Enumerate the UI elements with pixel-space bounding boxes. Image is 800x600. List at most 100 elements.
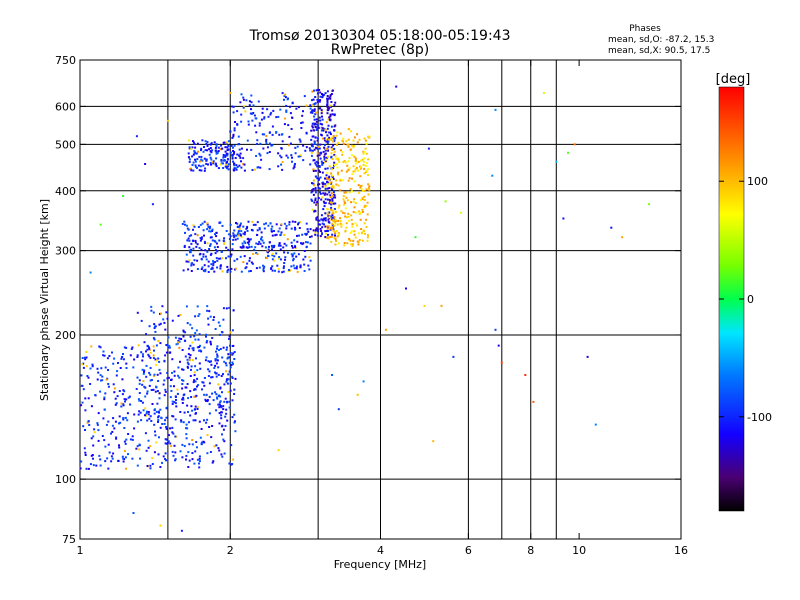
data-point bbox=[193, 150, 196, 153]
data-point bbox=[195, 441, 198, 443]
data-point bbox=[133, 413, 136, 416]
data-point bbox=[236, 233, 239, 236]
data-point bbox=[267, 254, 269, 257]
data-point bbox=[202, 164, 205, 167]
data-point bbox=[212, 264, 215, 267]
data-point bbox=[348, 219, 350, 222]
data-point bbox=[201, 381, 204, 384]
data-point bbox=[165, 416, 168, 419]
data-point bbox=[280, 147, 283, 150]
data-points bbox=[79, 85, 650, 532]
data-point bbox=[345, 226, 348, 229]
data-point bbox=[206, 340, 209, 342]
data-point bbox=[84, 397, 87, 400]
data-point bbox=[231, 136, 234, 139]
data-point bbox=[124, 442, 127, 445]
data-point bbox=[149, 379, 152, 382]
data-point bbox=[130, 348, 133, 350]
data-point bbox=[193, 374, 196, 377]
data-point bbox=[240, 236, 243, 238]
data-point bbox=[321, 162, 324, 165]
data-point bbox=[363, 150, 366, 153]
data-point bbox=[175, 399, 177, 401]
data-point bbox=[231, 399, 234, 402]
data-point bbox=[351, 244, 354, 247]
data-point bbox=[278, 257, 281, 260]
data-point bbox=[219, 348, 222, 350]
data-point bbox=[208, 148, 211, 151]
data-point bbox=[195, 412, 197, 415]
data-point bbox=[242, 157, 245, 160]
data-point bbox=[309, 149, 312, 152]
data-point bbox=[191, 146, 194, 149]
data-point bbox=[323, 137, 326, 140]
data-point bbox=[290, 227, 293, 230]
data-point bbox=[237, 143, 240, 146]
data-point bbox=[205, 143, 208, 145]
data-point bbox=[201, 388, 203, 391]
data-point bbox=[227, 353, 230, 356]
data-point bbox=[224, 154, 227, 157]
data-point bbox=[168, 346, 171, 349]
data-point bbox=[104, 392, 107, 395]
data-point bbox=[103, 398, 106, 401]
data-point bbox=[142, 355, 144, 358]
data-point bbox=[256, 221, 259, 224]
data-point bbox=[223, 400, 226, 403]
data-point bbox=[324, 219, 327, 222]
data-point bbox=[209, 243, 212, 246]
data-point bbox=[194, 338, 197, 341]
data-point bbox=[318, 169, 321, 172]
data-point bbox=[200, 238, 203, 240]
data-point bbox=[229, 92, 232, 94]
data-point bbox=[351, 177, 354, 180]
data-point bbox=[110, 455, 113, 458]
data-point bbox=[342, 137, 345, 140]
data-point bbox=[316, 228, 319, 231]
data-point bbox=[209, 225, 212, 228]
data-point bbox=[232, 133, 235, 136]
data-point bbox=[209, 230, 212, 233]
data-point bbox=[200, 158, 203, 161]
data-point bbox=[232, 169, 235, 172]
data-point bbox=[350, 230, 353, 233]
data-point bbox=[222, 307, 225, 310]
data-point bbox=[249, 112, 252, 115]
data-point bbox=[192, 161, 195, 164]
data-point bbox=[326, 167, 329, 170]
data-point bbox=[362, 150, 365, 153]
data-point bbox=[360, 199, 362, 202]
data-point bbox=[198, 247, 201, 249]
data-point bbox=[250, 148, 253, 151]
data-point bbox=[331, 194, 334, 197]
data-point bbox=[210, 263, 213, 266]
data-point bbox=[321, 123, 324, 126]
data-point bbox=[222, 405, 225, 408]
data-point bbox=[247, 220, 250, 223]
data-point bbox=[92, 444, 95, 447]
data-point bbox=[232, 234, 235, 237]
data-point bbox=[146, 410, 148, 413]
data-point bbox=[115, 374, 118, 377]
data-point bbox=[338, 204, 341, 207]
data-point bbox=[326, 230, 328, 232]
data-point bbox=[187, 237, 190, 240]
data-point bbox=[309, 242, 312, 245]
data-point bbox=[312, 188, 315, 190]
data-point bbox=[305, 222, 308, 225]
data-point bbox=[647, 203, 650, 206]
data-point bbox=[107, 385, 110, 388]
data-point bbox=[196, 142, 199, 145]
data-point bbox=[182, 330, 185, 333]
data-point bbox=[209, 340, 212, 343]
data-point bbox=[198, 362, 201, 365]
data-point bbox=[156, 373, 159, 376]
data-point bbox=[282, 246, 285, 249]
data-point bbox=[226, 419, 229, 422]
data-point bbox=[316, 143, 319, 146]
data-point bbox=[160, 312, 162, 315]
data-point bbox=[187, 353, 190, 356]
data-point bbox=[216, 359, 219, 362]
data-point bbox=[331, 374, 334, 376]
data-point bbox=[204, 398, 207, 401]
